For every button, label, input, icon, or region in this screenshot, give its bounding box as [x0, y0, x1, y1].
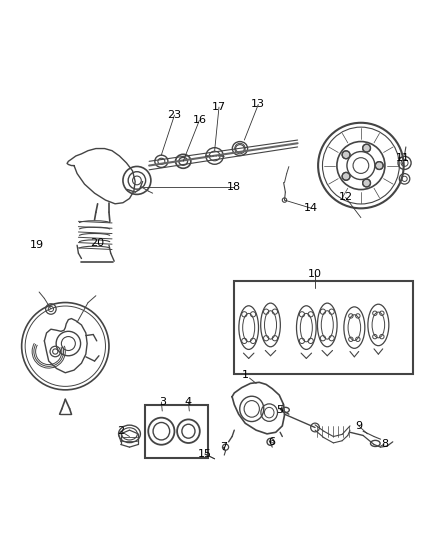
Text: 18: 18: [227, 182, 241, 192]
Text: 6: 6: [268, 437, 275, 447]
Text: 14: 14: [304, 203, 318, 213]
Bar: [145, 405, 208, 458]
Circle shape: [363, 144, 371, 152]
Text: 1: 1: [242, 370, 249, 381]
Text: 9: 9: [355, 421, 362, 431]
Text: 15: 15: [198, 449, 212, 459]
Text: 10: 10: [308, 270, 322, 279]
Text: 4: 4: [185, 397, 192, 407]
Text: 12: 12: [339, 192, 353, 203]
Text: 20: 20: [90, 238, 104, 248]
Text: 7: 7: [220, 442, 227, 452]
Bar: [234, 281, 413, 374]
Circle shape: [342, 172, 350, 180]
Circle shape: [342, 151, 350, 159]
Text: 23: 23: [167, 110, 181, 120]
Text: 8: 8: [381, 440, 389, 449]
Text: 13: 13: [251, 100, 265, 109]
Text: 11: 11: [396, 152, 410, 163]
Text: 17: 17: [212, 102, 226, 112]
Text: 3: 3: [159, 397, 166, 407]
Text: 5: 5: [277, 405, 284, 415]
Circle shape: [363, 179, 371, 187]
Circle shape: [375, 161, 383, 169]
Text: 19: 19: [30, 240, 44, 251]
Text: 2: 2: [117, 426, 124, 436]
Text: 16: 16: [192, 115, 206, 125]
